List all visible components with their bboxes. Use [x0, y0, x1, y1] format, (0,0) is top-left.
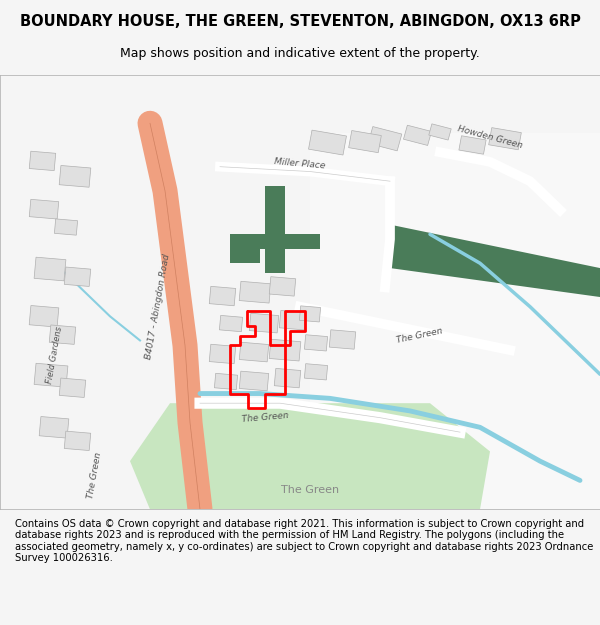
- Text: Map shows position and indicative extent of the property.: Map shows position and indicative extent…: [120, 48, 480, 61]
- Text: Contains OS data © Crown copyright and database right 2021. This information is : Contains OS data © Crown copyright and d…: [15, 519, 593, 563]
- Polygon shape: [55, 219, 77, 235]
- Polygon shape: [239, 371, 269, 391]
- Polygon shape: [368, 127, 402, 151]
- Text: Field Gardens: Field Gardens: [46, 326, 64, 384]
- Polygon shape: [249, 313, 279, 333]
- Text: Howden Green: Howden Green: [457, 125, 524, 151]
- Polygon shape: [349, 131, 382, 152]
- Polygon shape: [459, 136, 486, 154]
- Polygon shape: [269, 339, 301, 361]
- Polygon shape: [39, 416, 69, 438]
- Text: The Green: The Green: [281, 485, 339, 495]
- Polygon shape: [29, 306, 59, 327]
- Polygon shape: [304, 364, 328, 380]
- Polygon shape: [64, 267, 91, 286]
- Polygon shape: [488, 127, 521, 150]
- Polygon shape: [279, 311, 306, 330]
- Polygon shape: [59, 378, 86, 398]
- Polygon shape: [49, 325, 76, 344]
- Polygon shape: [214, 373, 238, 389]
- Polygon shape: [59, 166, 91, 188]
- Polygon shape: [329, 330, 356, 349]
- Polygon shape: [304, 335, 328, 351]
- Polygon shape: [269, 277, 296, 296]
- Text: Miller Place: Miller Place: [274, 157, 326, 171]
- Polygon shape: [34, 363, 68, 387]
- Polygon shape: [209, 286, 236, 306]
- Polygon shape: [34, 257, 66, 281]
- Polygon shape: [64, 431, 91, 451]
- Polygon shape: [390, 224, 600, 297]
- Polygon shape: [265, 186, 285, 273]
- Polygon shape: [403, 125, 431, 146]
- Text: BOUNDARY HOUSE, THE GREEN, STEVENTON, ABINGDON, OX13 6RP: BOUNDARY HOUSE, THE GREEN, STEVENTON, AB…: [20, 14, 580, 29]
- Text: The Green: The Green: [396, 326, 444, 345]
- Polygon shape: [239, 342, 269, 362]
- Polygon shape: [209, 344, 236, 364]
- Polygon shape: [274, 368, 301, 388]
- Text: The Green: The Green: [241, 411, 289, 424]
- Polygon shape: [230, 234, 320, 249]
- Polygon shape: [310, 133, 600, 509]
- Polygon shape: [429, 124, 451, 140]
- Polygon shape: [130, 403, 490, 509]
- Polygon shape: [308, 130, 346, 155]
- Text: B4017 - Abingdon Road: B4017 - Abingdon Road: [144, 253, 172, 360]
- Polygon shape: [239, 281, 271, 303]
- Polygon shape: [299, 306, 320, 322]
- Polygon shape: [220, 316, 242, 332]
- Polygon shape: [29, 151, 56, 171]
- Polygon shape: [29, 199, 59, 219]
- Text: The Green: The Green: [86, 452, 104, 499]
- Polygon shape: [230, 244, 260, 263]
